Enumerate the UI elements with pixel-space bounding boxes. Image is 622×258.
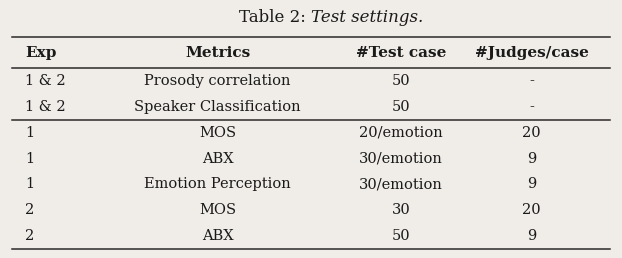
Text: 1: 1 <box>25 152 34 166</box>
Text: ABX: ABX <box>202 152 233 166</box>
Text: 1 & 2: 1 & 2 <box>25 100 65 114</box>
Text: 20: 20 <box>522 203 541 217</box>
Text: 1 & 2: 1 & 2 <box>25 74 65 88</box>
Text: 50: 50 <box>392 100 411 114</box>
Text: Metrics: Metrics <box>185 46 250 60</box>
Text: ABX: ABX <box>202 229 233 243</box>
Text: 20/emotion: 20/emotion <box>360 126 443 140</box>
Text: MOS: MOS <box>199 203 236 217</box>
Text: -: - <box>529 100 534 114</box>
Text: MOS: MOS <box>199 126 236 140</box>
Text: #Test case: #Test case <box>356 46 447 60</box>
Text: 50: 50 <box>392 74 411 88</box>
Text: Test settings.: Test settings. <box>311 9 423 26</box>
Text: Exp: Exp <box>25 46 56 60</box>
Text: 9: 9 <box>527 178 536 191</box>
Text: Speaker Classification: Speaker Classification <box>134 100 301 114</box>
Text: 20: 20 <box>522 126 541 140</box>
Text: 30/emotion: 30/emotion <box>360 178 443 191</box>
Text: Emotion Perception: Emotion Perception <box>144 178 291 191</box>
Text: 9: 9 <box>527 152 536 166</box>
Text: #Judges/case: #Judges/case <box>475 46 589 60</box>
Text: Table 2:: Table 2: <box>239 9 311 26</box>
Text: Prosody correlation: Prosody correlation <box>144 74 291 88</box>
Text: 50: 50 <box>392 229 411 243</box>
Text: -: - <box>529 74 534 88</box>
Text: 1: 1 <box>25 126 34 140</box>
Text: 30/emotion: 30/emotion <box>360 152 443 166</box>
Text: 1: 1 <box>25 178 34 191</box>
Text: 9: 9 <box>527 229 536 243</box>
Text: 2: 2 <box>25 229 34 243</box>
Text: 2: 2 <box>25 203 34 217</box>
Text: 30: 30 <box>392 203 411 217</box>
